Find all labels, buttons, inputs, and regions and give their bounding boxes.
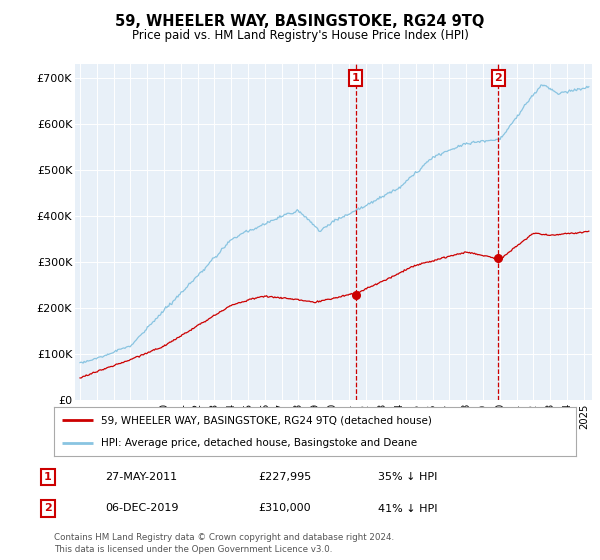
Text: Contains HM Land Registry data © Crown copyright and database right 2024.
This d: Contains HM Land Registry data © Crown c…: [54, 533, 394, 554]
Text: 27-MAY-2011: 27-MAY-2011: [105, 472, 177, 482]
Text: 59, WHEELER WAY, BASINGSTOKE, RG24 9TQ (detached house): 59, WHEELER WAY, BASINGSTOKE, RG24 9TQ (…: [101, 416, 432, 426]
Text: 1: 1: [352, 73, 359, 83]
Text: HPI: Average price, detached house, Basingstoke and Deane: HPI: Average price, detached house, Basi…: [101, 438, 417, 448]
Text: Price paid vs. HM Land Registry's House Price Index (HPI): Price paid vs. HM Land Registry's House …: [131, 29, 469, 42]
Text: 1: 1: [44, 472, 52, 482]
Text: 2: 2: [44, 503, 52, 514]
Text: 2: 2: [494, 73, 502, 83]
Text: £310,000: £310,000: [258, 503, 311, 514]
Text: 35% ↓ HPI: 35% ↓ HPI: [378, 472, 437, 482]
Text: 06-DEC-2019: 06-DEC-2019: [105, 503, 179, 514]
Text: £227,995: £227,995: [258, 472, 311, 482]
Text: 59, WHEELER WAY, BASINGSTOKE, RG24 9TQ: 59, WHEELER WAY, BASINGSTOKE, RG24 9TQ: [115, 14, 485, 29]
Text: 41% ↓ HPI: 41% ↓ HPI: [378, 503, 437, 514]
